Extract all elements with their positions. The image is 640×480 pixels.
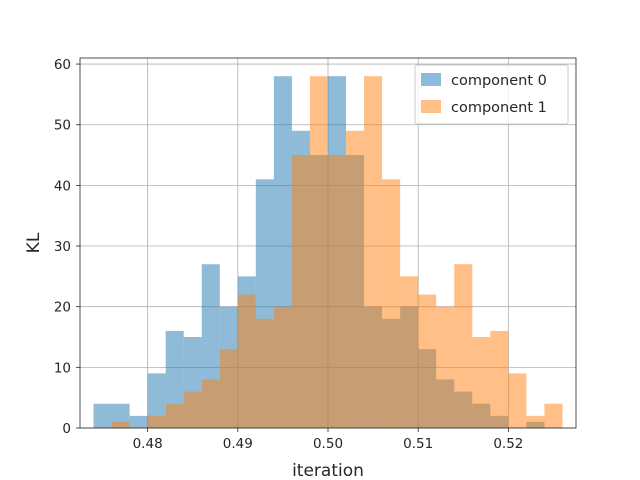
x-tick-label: 0.51 bbox=[403, 436, 433, 452]
bar-component-1 bbox=[255, 318, 274, 428]
bar-component-1 bbox=[454, 264, 473, 428]
legend-box bbox=[414, 64, 569, 125]
x-tick-label: 0.52 bbox=[493, 436, 523, 452]
legend-label-component-0: component 0 bbox=[451, 73, 547, 89]
bar-component-1 bbox=[544, 403, 563, 428]
legend-swatch-component-0 bbox=[421, 73, 441, 86]
bar-component-1 bbox=[273, 306, 292, 428]
y-tick-label: 50 bbox=[54, 118, 71, 134]
legend: component 0 component 1 bbox=[414, 64, 569, 125]
bar-component-1 bbox=[165, 403, 184, 428]
y-tick-label: 40 bbox=[54, 178, 71, 194]
bar-component-0 bbox=[147, 373, 166, 428]
bar-component-1 bbox=[490, 330, 509, 428]
y-tick-label: 20 bbox=[54, 300, 71, 316]
bar-component-1 bbox=[111, 421, 130, 428]
legend-label-component-1: component 1 bbox=[451, 100, 547, 116]
y-tick-label: 60 bbox=[54, 57, 71, 73]
x-axis-label: iteration bbox=[292, 461, 364, 480]
y-tick-label: 10 bbox=[54, 360, 71, 376]
axis-ticks: 0.48 0.49 0.50 0.51 0.52 0 10 20 30 40 50 60 bbox=[54, 57, 524, 452]
bar-component-0 bbox=[93, 403, 112, 428]
bar-component-1 bbox=[436, 306, 455, 428]
bar-component-1 bbox=[364, 76, 383, 429]
bar-component-1 bbox=[201, 379, 220, 428]
bar-component-1 bbox=[147, 415, 166, 428]
y-tick-label: 30 bbox=[54, 239, 71, 255]
x-tick-label: 0.49 bbox=[223, 436, 253, 452]
bar-component-0 bbox=[129, 415, 148, 428]
bar-component-1 bbox=[382, 179, 401, 428]
bar-component-1 bbox=[526, 415, 545, 428]
x-tick-label: 0.50 bbox=[313, 436, 343, 452]
bar-component-1 bbox=[183, 391, 202, 428]
bar-component-1 bbox=[472, 337, 491, 428]
bar-component-1 bbox=[508, 373, 527, 428]
bar-component-1 bbox=[219, 349, 238, 428]
bar-component-1 bbox=[346, 130, 365, 429]
bar-component-1 bbox=[309, 76, 328, 429]
x-tick-label: 0.48 bbox=[133, 436, 163, 452]
bar-component-1 bbox=[291, 155, 310, 428]
legend-swatch-component-1 bbox=[421, 100, 441, 113]
bar-component-1 bbox=[418, 294, 437, 428]
bar-component-1 bbox=[328, 155, 347, 428]
bars bbox=[93, 76, 563, 429]
y-axis-label: KL bbox=[24, 232, 44, 253]
y-tick-label: 0 bbox=[62, 421, 71, 437]
bar-component-1 bbox=[237, 294, 256, 428]
bar-component-1 bbox=[400, 276, 419, 428]
